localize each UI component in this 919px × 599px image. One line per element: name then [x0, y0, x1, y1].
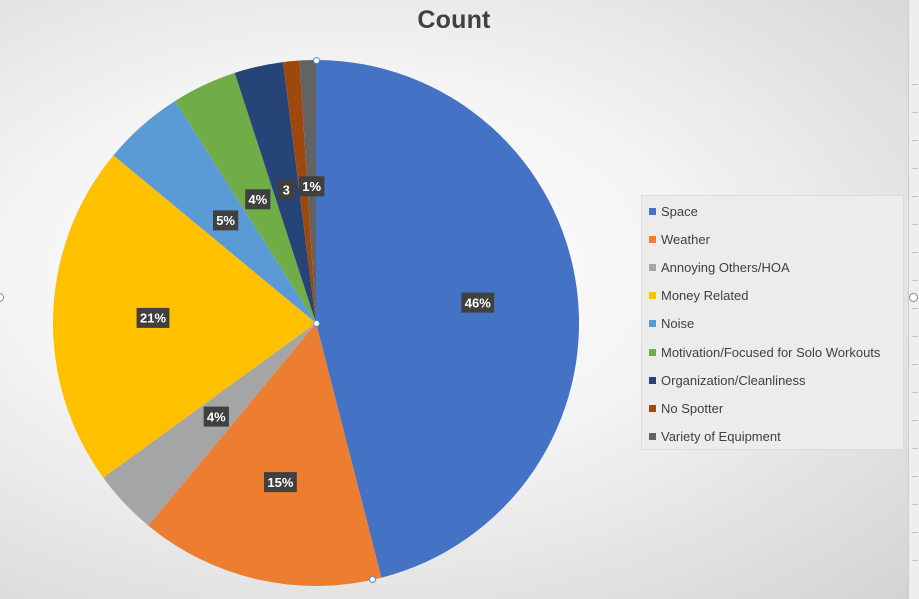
- legend-swatch: [649, 208, 656, 215]
- svg-text:21%: 21%: [140, 311, 166, 326]
- legend-item-weather[interactable]: Weather: [649, 231, 710, 249]
- legend-swatch: [649, 264, 656, 272]
- svg-text:5%: 5%: [216, 213, 235, 228]
- data-label-noise: 5%: [213, 210, 239, 231]
- legend-swatch: [649, 292, 656, 300]
- legend-label: Noise: [661, 316, 695, 332]
- legend-label: Motivation/Focused for Solo Workouts: [661, 344, 881, 360]
- legend-swatch: [649, 348, 656, 356]
- legend-label: No Spotter: [661, 400, 724, 416]
- legend-item-space[interactable]: Space: [649, 203, 698, 221]
- legend-swatch: [649, 236, 656, 244]
- svg-text:46%: 46%: [465, 295, 491, 310]
- legend-swatch: [649, 404, 656, 412]
- svg-text:4%: 4%: [248, 192, 267, 207]
- legend-item-money-related[interactable]: Money Related: [649, 287, 748, 305]
- data-label-motivation-focused-for-solo-workouts: 4%: [245, 189, 271, 210]
- legend-swatch: [649, 432, 656, 440]
- data-label-variety-of-equipment: 1%: [299, 176, 325, 197]
- legend-item-noise[interactable]: Noise: [649, 315, 694, 333]
- resize-handle-right[interactable]: [909, 293, 918, 302]
- legend-label: Variety of Equipment: [661, 428, 781, 444]
- data-label-money-related: 21%: [136, 307, 170, 328]
- legend-item-variety-of-equipment[interactable]: Variety of Equipment: [649, 428, 781, 446]
- selection-handle-top[interactable]: [313, 57, 320, 64]
- pie-slice-money-related[interactable]: [53, 155, 317, 478]
- legend-item-no-spotter[interactable]: No Spotter: [649, 400, 723, 418]
- legend-item-organization-cleanliness[interactable]: Organization/Cleanliness: [649, 372, 806, 390]
- data-label-weather: 15%: [264, 472, 297, 493]
- svg-text:15%: 15%: [267, 475, 293, 490]
- selection-handle-center[interactable]: [313, 320, 320, 327]
- legend-item-annoying-others-hoa[interactable]: Annoying Others/HOA: [649, 259, 790, 277]
- legend-swatch: [649, 376, 656, 384]
- legend-label: Weather: [661, 232, 710, 248]
- legend-swatch: [649, 320, 656, 328]
- svg-text:4%: 4%: [207, 409, 226, 424]
- legend-label: Money Related: [661, 288, 749, 304]
- legend-label: Organization/Cleanliness: [661, 372, 806, 388]
- legend-label: Annoying Others/HOA: [661, 260, 790, 276]
- data-label-annoying-others-hoa: 4%: [203, 406, 229, 427]
- selection-handle-bottom[interactable]: [369, 576, 376, 583]
- pie-slice-space[interactable]: [316, 60, 580, 578]
- svg-text:1%: 1%: [302, 179, 321, 194]
- data-label-space: 46%: [461, 292, 495, 313]
- chart-legend[interactable]: Space Weather Annoying Others/HOA Money Rel…: [641, 195, 904, 450]
- svg-text:3: 3: [283, 182, 290, 197]
- chart-title: Count: [417, 6, 491, 34]
- pie-slice-organization-cleanliness[interactable]: [234, 62, 316, 323]
- data-label-organization-cleanliness: 3: [277, 179, 295, 200]
- legend-item-motivation-focused-for-solo-workouts[interactable]: Motivation/Focused for Solo Workouts: [649, 344, 880, 362]
- pie-slice-weather[interactable]: [148, 323, 382, 587]
- legend-label: Space: [661, 204, 698, 219]
